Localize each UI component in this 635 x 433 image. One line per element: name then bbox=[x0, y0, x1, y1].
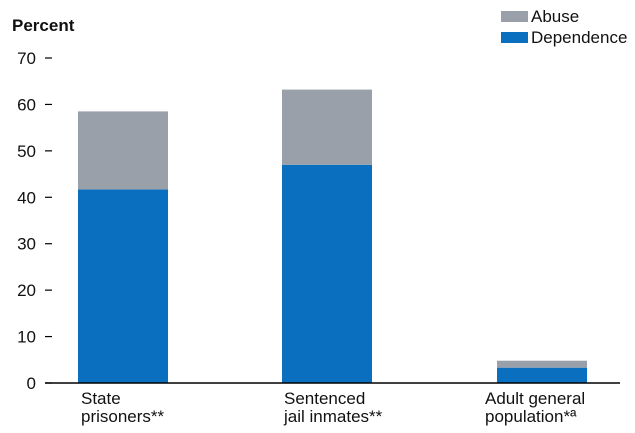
y-tick-label: 60 bbox=[17, 95, 36, 114]
y-tick-label: 0 bbox=[27, 374, 36, 393]
y-axis-ticks: 0 10 20 30 40 50 60 70 bbox=[17, 49, 52, 393]
y-tick-label: 70 bbox=[17, 49, 36, 68]
legend-swatch-abuse bbox=[501, 11, 528, 22]
y-tick-label: 10 bbox=[17, 328, 36, 347]
bar-abuse-2 bbox=[497, 360, 587, 368]
bar-dependence-0 bbox=[78, 189, 168, 383]
bar-dependence-1 bbox=[282, 164, 372, 383]
bar-abuse-0 bbox=[78, 111, 168, 190]
y-tick-label: 40 bbox=[17, 188, 36, 207]
x-category-label-line: jail inmates** bbox=[283, 407, 383, 426]
x-category-label: Adult general population*ª bbox=[485, 389, 585, 426]
y-tick-label: 20 bbox=[17, 281, 36, 300]
x-category-label-line: Sentenced bbox=[284, 389, 365, 408]
bars bbox=[78, 89, 587, 383]
y-tick-label: 30 bbox=[17, 235, 36, 254]
y-tick-label: 50 bbox=[17, 142, 36, 161]
x-category-label: State prisoners** bbox=[81, 389, 165, 426]
legend: Abuse Dependence bbox=[501, 7, 627, 47]
y-axis-title: Percent bbox=[12, 16, 75, 35]
x-category-label-line: State bbox=[81, 389, 121, 408]
legend-swatch-dependence bbox=[501, 32, 528, 43]
legend-label-dependence: Dependence bbox=[531, 28, 627, 47]
x-category-label-line: Adult general bbox=[485, 389, 585, 408]
legend-label-abuse: Abuse bbox=[531, 7, 579, 26]
bar-abuse-1 bbox=[282, 89, 372, 165]
x-category-label: Sentenced jail inmates** bbox=[283, 389, 383, 426]
x-axis-labels: State prisoners** Sentenced jail inmates** A… bbox=[81, 389, 585, 426]
x-category-label-line: prisoners** bbox=[81, 407, 165, 426]
bar-dependence-2 bbox=[497, 367, 587, 383]
x-category-label-line: population*ª bbox=[485, 407, 577, 426]
